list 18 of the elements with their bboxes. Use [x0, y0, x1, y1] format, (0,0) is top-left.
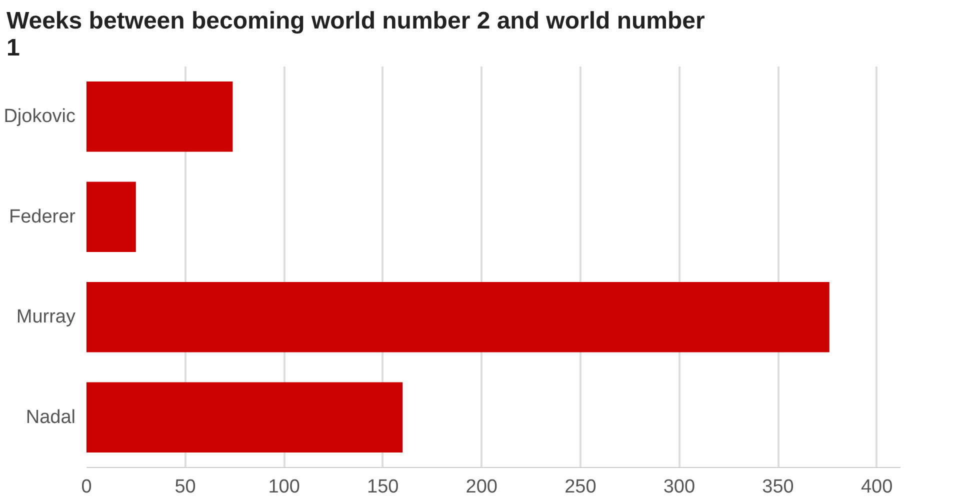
x-tick-label: 50: [174, 476, 196, 498]
x-tick-label: 150: [367, 476, 399, 498]
x-tick-label: 100: [268, 476, 300, 498]
chart-title: Weeks between becoming world number 2 and world number 1: [6, 8, 705, 62]
bar: [86, 282, 830, 352]
y-tick-label: Djokovic: [4, 106, 76, 128]
bar: [86, 82, 233, 152]
bar: [86, 182, 136, 252]
bar: [86, 382, 403, 452]
x-tick-label: 400: [860, 476, 893, 498]
x-tick-label: 0: [81, 476, 92, 498]
x-tick-label: 300: [663, 476, 696, 498]
y-tick-label: Nadal: [26, 406, 76, 428]
y-tick-label: Federer: [8, 206, 76, 228]
x-tick-label: 250: [564, 476, 596, 498]
y-tick-label: Murray: [16, 306, 76, 328]
x-tick-label: 200: [466, 476, 498, 498]
x-tick-label: 350: [762, 476, 794, 498]
